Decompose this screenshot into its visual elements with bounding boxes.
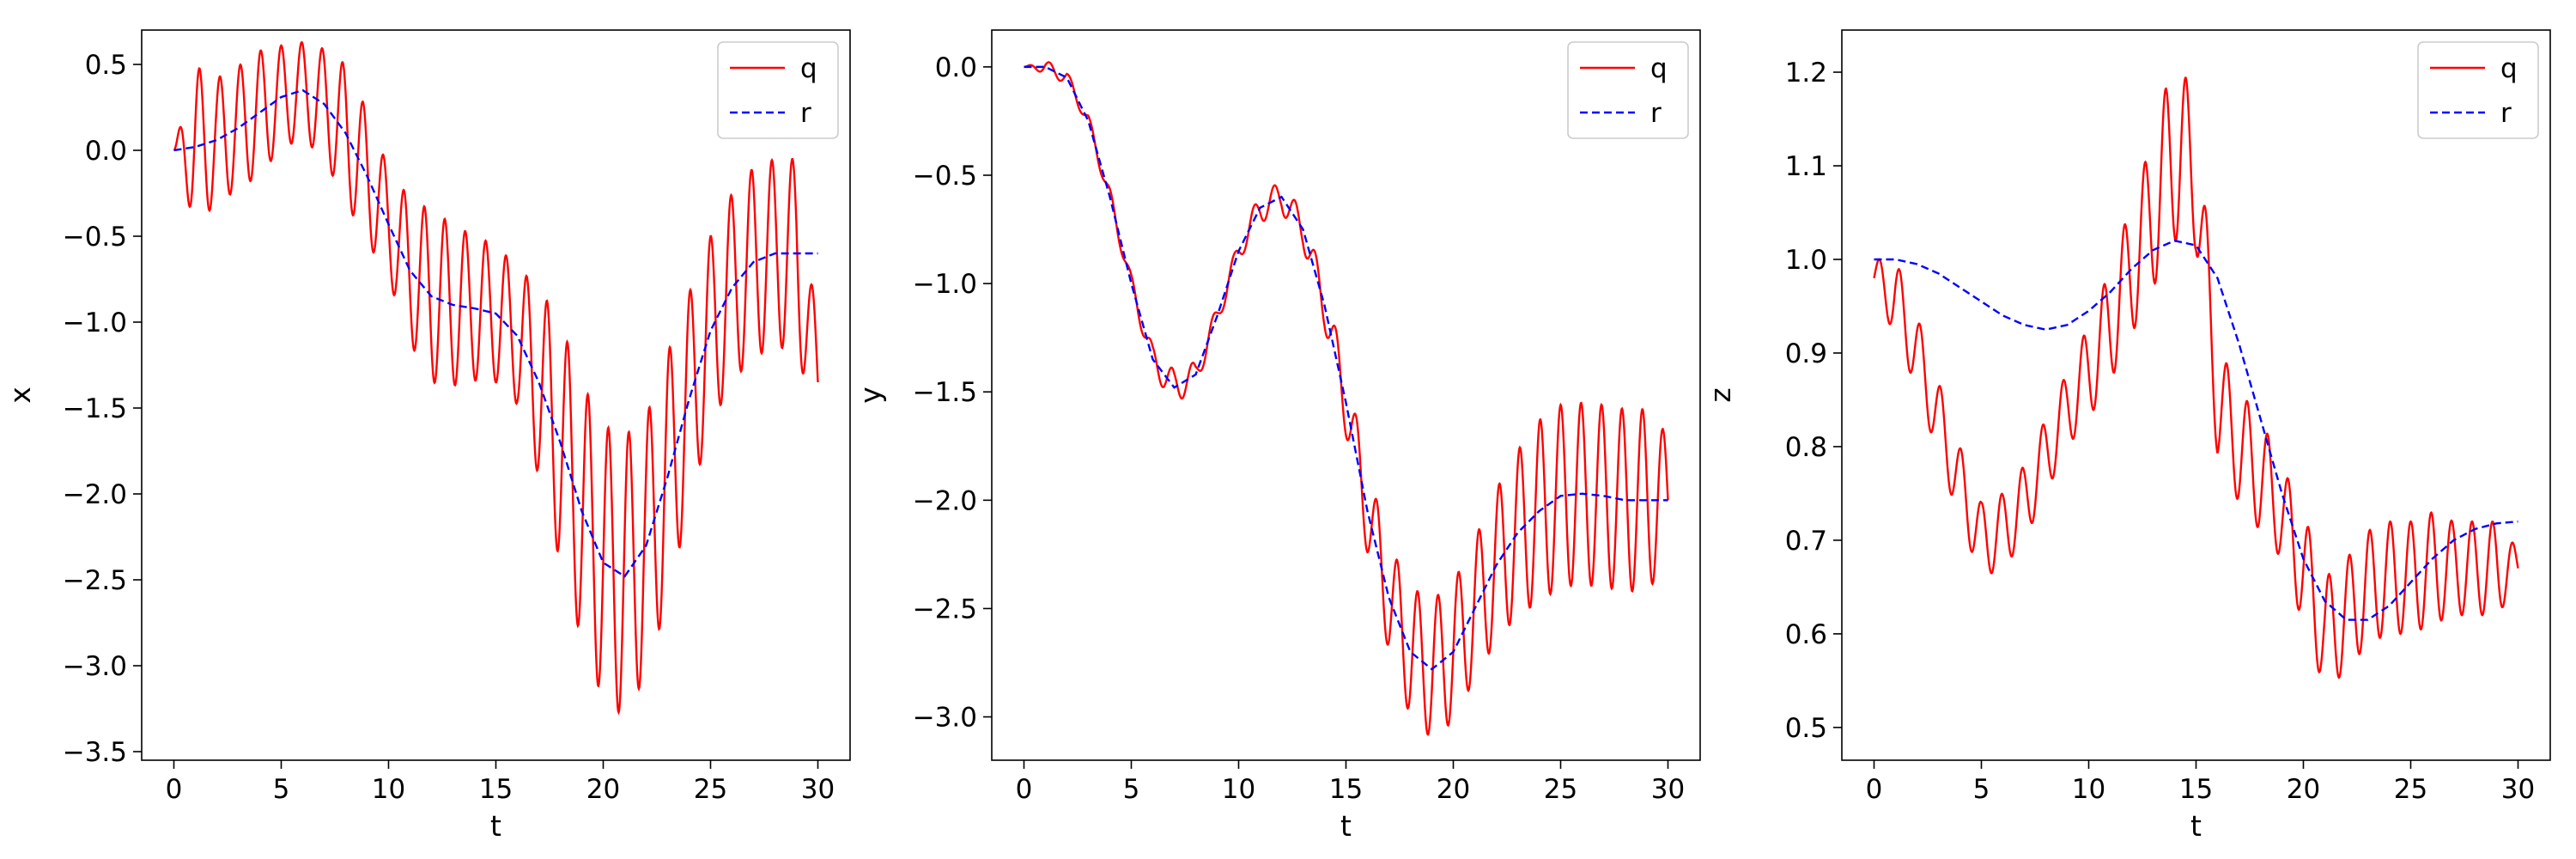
y-tick-label: 0.0 [85, 136, 127, 167]
x-tick-label: 25 [694, 774, 727, 805]
y-tick-label: 0.0 [935, 52, 977, 83]
legend: qr [1567, 41, 1689, 139]
y-tick-label: −1.0 [63, 308, 127, 338]
x-tick-label: 10 [2072, 774, 2105, 805]
x-tick-label: 30 [801, 774, 835, 805]
y-axis-label: y [854, 387, 887, 404]
y-tick-label: 0.9 [1785, 338, 1827, 369]
legend-box [717, 41, 839, 139]
series-r-line [1874, 239, 2518, 621]
x-tick-label: 30 [2501, 774, 2535, 805]
x-tick-label: 20 [586, 774, 620, 805]
x-tick-label: 5 [273, 774, 290, 805]
x-tick-label: 5 [1123, 774, 1140, 805]
series-r-line [1024, 65, 1668, 671]
y-tick-label: 0.8 [1785, 432, 1827, 463]
y-axis-label: x [3, 387, 37, 404]
y-tick-label: 0.5 [1785, 713, 1827, 744]
series-q-line [173, 40, 819, 716]
y-tick-label: −0.5 [63, 222, 127, 253]
x-tick-label: 25 [1544, 774, 1577, 805]
x-tick-label: 20 [2287, 774, 2320, 805]
legend-box [1567, 41, 1689, 139]
y-tick-label: −3.0 [63, 651, 127, 682]
y-tick-label: −3.0 [913, 703, 977, 734]
legend-box [2417, 41, 2539, 139]
y-tick-label: −0.5 [913, 161, 977, 192]
plot-frame [991, 29, 1701, 761]
x-tick-label: 15 [1329, 774, 1363, 805]
legend-label-r: r [1650, 98, 1662, 129]
y-tick-label: 1.1 [1785, 151, 1827, 182]
x-tick-label: 10 [372, 774, 405, 805]
x-tick-label: 0 [1016, 774, 1033, 805]
series-q-line [1024, 61, 1669, 736]
legend-label-q: q [1650, 53, 1668, 84]
y-tick-label: −2.5 [913, 594, 977, 624]
legend-label-r: r [800, 98, 811, 129]
x-axis-label: t [490, 809, 501, 843]
x-tick-label: 15 [479, 774, 513, 805]
legend: qr [717, 41, 839, 139]
y-tick-label: −3.5 [63, 737, 127, 768]
y-tick-label: 0.7 [1785, 526, 1827, 557]
y-tick-label: 0.6 [1785, 619, 1827, 650]
panel-y: 0 5 10 15 20 25 30 −3.0 −2.5 −2.0 −1.5 −1.0 −0.5 0.0 t… [854, 29, 1701, 843]
legend: qr [2417, 41, 2539, 139]
y-tick-label: 0.5 [85, 50, 127, 81]
y-tick-label: 1.0 [1785, 245, 1827, 276]
x-tick-label: 20 [1437, 774, 1470, 805]
y-tick-label: −2.0 [63, 479, 127, 510]
x-tick-label: 0 [1866, 774, 1883, 805]
x-tick-label: 25 [2394, 774, 2427, 805]
plot-frame [141, 29, 851, 761]
panel-z: 0 5 10 15 20 25 30 0.5 0.6 0.7 0.8 0.9 1.0 1.1 1.2 t z qr [1704, 29, 2551, 843]
panel-x: 0 5 10 15 20 25 30 −3.5 −3.0 −2.5 −2.0 −1.5 −1.0 −0.5… [3, 29, 851, 843]
legend-label-q: q [800, 53, 817, 84]
y-tick-label: −1.0 [913, 269, 977, 300]
plot-frame [1841, 29, 2551, 761]
x-tick-label: 5 [1973, 774, 1990, 805]
legend-label-q: q [2500, 53, 2518, 84]
x-tick-label: 30 [1651, 774, 1685, 805]
series-r-line [173, 88, 818, 578]
y-axis-label: z [1704, 387, 1737, 402]
x-tick-label: 10 [1222, 774, 1255, 805]
series-q-line [1873, 76, 2519, 679]
y-tick-label: 1.2 [1785, 58, 1827, 88]
y-tick-label: −2.0 [913, 485, 977, 516]
y-tick-label: −1.5 [913, 377, 977, 408]
x-tick-label: 0 [166, 774, 183, 805]
y-tick-label: −2.5 [63, 565, 127, 596]
x-axis-label: t [2190, 809, 2202, 843]
x-tick-label: 15 [2179, 774, 2213, 805]
legend-label-r: r [2500, 98, 2512, 129]
x-axis-label: t [1340, 809, 1352, 843]
y-tick-label: −1.5 [63, 393, 127, 424]
